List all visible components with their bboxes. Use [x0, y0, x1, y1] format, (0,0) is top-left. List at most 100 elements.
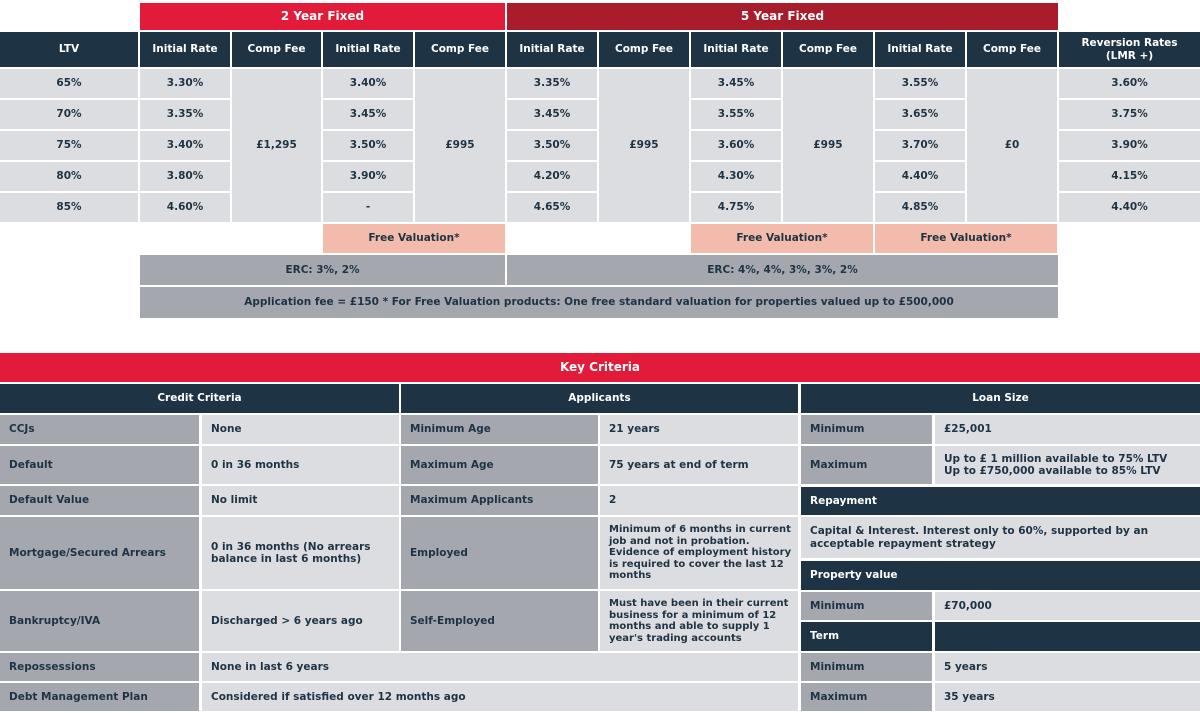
rate-cell: 3.30% [140, 69, 230, 98]
rate-cell: 3.65% [875, 100, 965, 129]
reversion-rate-cell: 4.15% [1059, 162, 1200, 191]
applicant-value: 75 years at end of term [600, 446, 798, 484]
rate-cell: 3.50% [507, 131, 597, 160]
loan-max-line-2: Up to £750,000 available to 85% LTV [944, 465, 1161, 477]
credit-label: CCJs [0, 415, 199, 444]
property-min-label: Minimum [801, 592, 932, 620]
rate-cell: - [323, 193, 413, 222]
credit-label: Mortgage/Secured Arrears [0, 517, 199, 589]
loan-max-line-1: Up to £ 1 million available to 75% LTV [944, 452, 1168, 465]
free-valuation-badge: Free Valuation* [691, 224, 873, 253]
rate-cell: 4.40% [875, 162, 965, 191]
credit-label: Bankruptcy/IVA [0, 591, 199, 651]
rate-cell: 3.45% [323, 100, 413, 129]
loan-max-label: Maximum [801, 446, 932, 484]
applicant-label: Self-Employed [401, 591, 598, 651]
ltv-cell: 65% [0, 69, 138, 98]
rate-cell: 3.35% [140, 100, 230, 129]
property-min-value: £70,000 [935, 592, 1200, 620]
credit-label: Debt Management Plan [0, 683, 199, 711]
loan-min-value: £25,001 [935, 415, 1200, 444]
applicant-value: Must have been in their current business… [600, 591, 798, 651]
col-header-initial-rate: Initial Rate [875, 32, 965, 67]
applicant-value: 2 [600, 486, 798, 515]
credit-value: None in last 6 years [202, 653, 798, 681]
reversion-rate-cell: 3.75% [1059, 100, 1200, 129]
comp-fee-cell: £1,295 [232, 69, 321, 222]
credit-value: No limit [202, 486, 399, 515]
applicant-label: Minimum Age [401, 415, 598, 444]
group-header-2-year-fixed: 2 Year Fixed [140, 3, 505, 30]
term-max-value: 35 years [935, 683, 1200, 711]
repayment-header: Repayment [801, 487, 1200, 515]
term-header: Term [801, 622, 932, 651]
credit-label: Default Value [0, 486, 199, 515]
applicant-value: 21 years [600, 415, 798, 444]
col-header-comp-fee: Comp Fee [232, 32, 321, 67]
erc-5-year: ERC: 4%, 4%, 3%, 3%, 2% [507, 255, 1058, 285]
ltv-cell: 80% [0, 162, 138, 191]
repayment-value: Capital & Interest. Interest only to 60%… [801, 517, 1200, 558]
rate-cell: 3.90% [323, 162, 413, 191]
rate-cell: 4.60% [140, 193, 230, 222]
rate-cell: 3.60% [691, 131, 781, 160]
credit-value: Discharged > 6 years ago [202, 591, 399, 651]
rate-cell: 3.80% [140, 162, 230, 191]
col-header-initial-rate: Initial Rate [691, 32, 781, 67]
comp-fee-cell: £0 [967, 69, 1057, 222]
applicant-label: Maximum Applicants [401, 486, 598, 515]
reversion-rate-cell: 3.90% [1059, 131, 1200, 160]
ltv-cell: 75% [0, 131, 138, 160]
free-valuation-badge: Free Valuation* [875, 224, 1057, 253]
loan-size-header: Loan Size [801, 384, 1200, 413]
credit-value: 0 in 36 months (No arrears balance in la… [202, 517, 399, 589]
rate-cell: 3.45% [507, 100, 597, 129]
term-min-label: Minimum [801, 653, 932, 681]
comp-fee-cell: £995 [415, 69, 505, 222]
applicants-header: Applicants [401, 384, 798, 413]
credit-value: Considered if satisfied over 12 months a… [202, 683, 798, 711]
term-header-blank [935, 622, 1200, 651]
col-header-comp-fee: Comp Fee [783, 32, 873, 67]
rate-cell: 3.50% [323, 131, 413, 160]
comp-fee-cell: £995 [783, 69, 873, 222]
loan-max-value: Up to £ 1 million available to 75% LTV U… [935, 446, 1200, 484]
rate-cell: 4.30% [691, 162, 781, 191]
credit-value: None [202, 415, 399, 444]
comp-fee-cell: £995 [599, 69, 689, 222]
applicant-label: Employed [401, 517, 598, 589]
applicant-label: Maximum Age [401, 446, 598, 484]
col-header-initial-rate: Initial Rate [323, 32, 413, 67]
term-max-label: Maximum [801, 683, 932, 711]
rate-cell: 3.45% [691, 69, 781, 98]
credit-label: Repossessions [0, 653, 199, 681]
reversion-rate-cell: 3.60% [1059, 69, 1200, 98]
reversion-rate-cell: 4.40% [1059, 193, 1200, 222]
col-header-comp-fee: Comp Fee [599, 32, 689, 67]
rate-cell: 3.35% [507, 69, 597, 98]
col-header-reversion-rates: Reversion Rates (LMR +) [1059, 32, 1200, 67]
erc-2-year: ERC: 3%, 2% [140, 255, 505, 285]
loan-min-label: Minimum [801, 415, 932, 444]
term-min-value: 5 years [935, 653, 1200, 681]
application-fee-footnote: Application fee = £150 * For Free Valuat… [140, 287, 1058, 318]
col-header-ltv: LTV [0, 32, 138, 67]
col-header-comp-fee: Comp Fee [967, 32, 1057, 67]
key-criteria-title: Key Criteria [0, 353, 1200, 382]
rate-cell: 4.65% [507, 193, 597, 222]
credit-criteria-header: Credit Criteria [0, 384, 399, 413]
rate-cell: 4.85% [875, 193, 965, 222]
ltv-cell: 85% [0, 193, 138, 222]
applicant-value: Minimum of 6 months in current job and n… [600, 517, 798, 589]
credit-label: Default [0, 446, 199, 484]
rate-cell: 3.55% [691, 100, 781, 129]
col-header-comp-fee: Comp Fee [415, 32, 505, 67]
rate-cell: 4.20% [507, 162, 597, 191]
rate-cell: 3.40% [140, 131, 230, 160]
rate-cell: 3.70% [875, 131, 965, 160]
rate-cell: 3.55% [875, 69, 965, 98]
property-value-header: Property value [801, 561, 1200, 590]
group-header-5-year-fixed: 5 Year Fixed [507, 3, 1058, 30]
free-valuation-badge: Free Valuation* [323, 224, 505, 253]
credit-value: 0 in 36 months [202, 446, 399, 484]
